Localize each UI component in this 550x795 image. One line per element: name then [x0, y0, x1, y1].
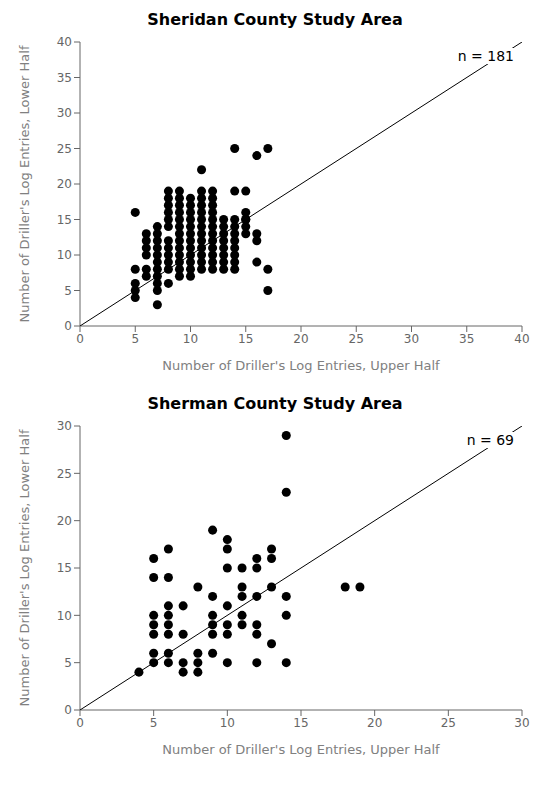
svg-text:0: 0 — [76, 332, 84, 346]
svg-text:25: 25 — [57, 467, 72, 481]
svg-text:10: 10 — [220, 716, 235, 730]
svg-text:15: 15 — [293, 716, 308, 730]
svg-text:5: 5 — [64, 284, 72, 298]
svg-text:40: 40 — [57, 35, 72, 49]
svg-text:5: 5 — [150, 716, 158, 730]
html-text:n = 69: n = 69 — [466, 432, 514, 448]
svg-text:30: 30 — [404, 332, 419, 346]
svg-text:20: 20 — [57, 514, 72, 528]
svg-text:10: 10 — [183, 332, 198, 346]
svg-text:30: 30 — [57, 106, 72, 120]
svg-text:15: 15 — [57, 213, 72, 227]
svg-text:30: 30 — [514, 716, 529, 730]
svg-text:5: 5 — [131, 332, 139, 346]
svg-text:Number of Driller's Log Entrie: Number of Driller's Log Entries, Lower H… — [17, 45, 32, 322]
svg-text:20: 20 — [293, 332, 308, 346]
svg-text:35: 35 — [459, 332, 474, 346]
html-text:Sherman County Study Area: Sherman County Study Area — [147, 394, 403, 413]
svg-text:Number of Driller's Log Entrie: Number of Driller's Log Entries, Lower H… — [17, 429, 32, 706]
svg-text:15: 15 — [57, 561, 72, 575]
svg-text:25: 25 — [57, 142, 72, 156]
svg-text:Number of Driller's Log Entrie: Number of Driller's Log Entries, Upper H… — [162, 742, 440, 757]
html-text:n = 181: n = 181 — [457, 48, 514, 64]
svg-text:0: 0 — [64, 319, 72, 333]
svg-text:20: 20 — [57, 177, 72, 191]
svg-text:0: 0 — [76, 716, 84, 730]
svg-text:30: 30 — [57, 419, 72, 433]
svg-text:10: 10 — [57, 248, 72, 262]
svg-text:10: 10 — [57, 609, 72, 623]
svg-text:15: 15 — [238, 332, 253, 346]
svg-text:5: 5 — [64, 656, 72, 670]
svg-text:25: 25 — [349, 332, 364, 346]
svg-text:20: 20 — [367, 716, 382, 730]
svg-text:40: 40 — [514, 332, 529, 346]
svg-text:Number of Driller's Log Entrie: Number of Driller's Log Entries, Upper H… — [162, 358, 440, 373]
svg-text:25: 25 — [441, 716, 456, 730]
svg-text:0: 0 — [64, 703, 72, 717]
svg-text:35: 35 — [57, 71, 72, 85]
html-text:Sheridan County Study Area: Sheridan County Study Area — [147, 10, 403, 29]
